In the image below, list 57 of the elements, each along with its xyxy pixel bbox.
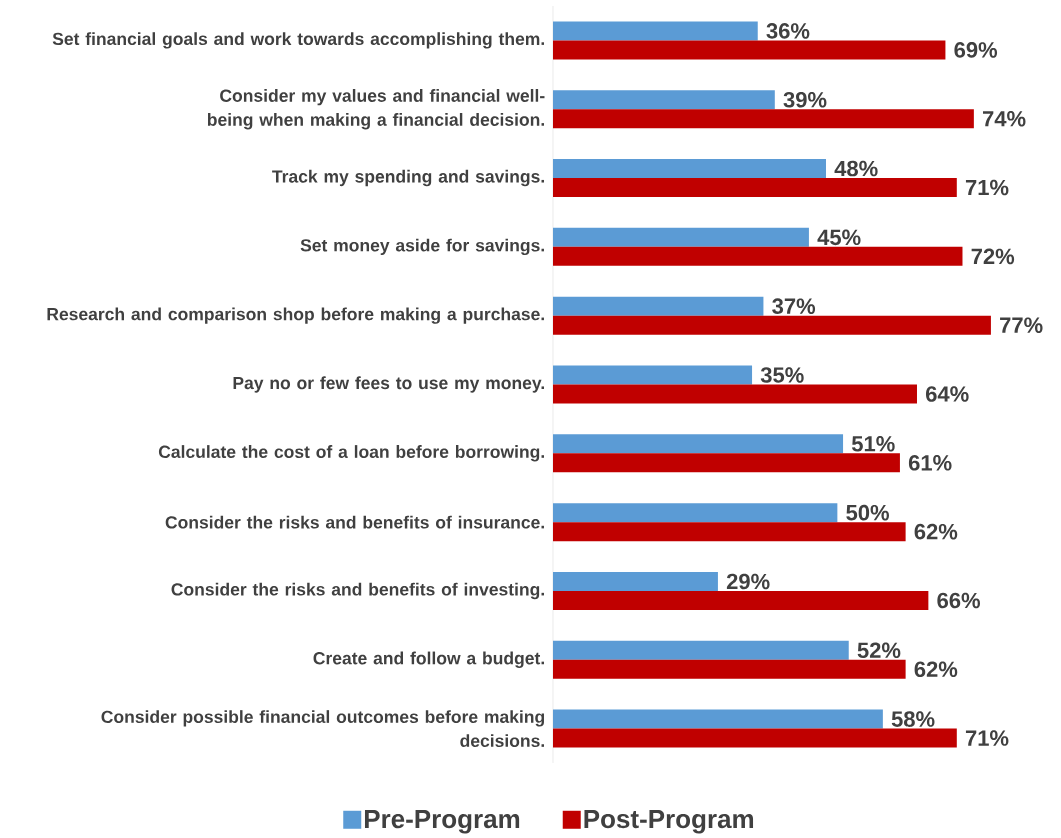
bar xyxy=(553,709,883,729)
bar xyxy=(553,503,838,523)
bar xyxy=(553,246,963,266)
bar xyxy=(553,522,906,542)
data-label: 39% xyxy=(783,91,827,108)
bar xyxy=(553,227,809,247)
y-tick-label: Create and follow a budget. xyxy=(313,651,544,668)
data-label: 72% xyxy=(971,248,1015,265)
data-label: 37% xyxy=(772,298,816,314)
bar xyxy=(553,296,764,316)
data-label: 48% xyxy=(834,160,878,177)
data-label: 45% xyxy=(817,229,861,246)
data-label: 51% xyxy=(851,436,895,452)
data-label: 69% xyxy=(954,42,998,58)
y-tick-label: Calculate the cost of a loan before borrowing. xyxy=(158,445,544,462)
data-label: 71% xyxy=(965,730,1009,746)
bar xyxy=(553,640,849,660)
data-label: 58% xyxy=(891,711,935,727)
bar xyxy=(553,178,957,198)
bar xyxy=(553,365,753,385)
data-label: 62% xyxy=(914,523,958,540)
data-label: 64% xyxy=(925,386,969,402)
legend-label: Post-Program xyxy=(584,810,754,834)
data-label: 71% xyxy=(965,179,1009,196)
data-label: 77% xyxy=(1000,317,1043,333)
bar xyxy=(553,109,974,129)
bar xyxy=(553,40,946,60)
bar xyxy=(553,659,906,679)
bar xyxy=(553,571,718,591)
data-label: 61% xyxy=(908,455,952,471)
bar xyxy=(553,90,775,110)
y-tick-label: Set money aside for savings. xyxy=(300,238,544,256)
y-tick-label: Set financial goals and work towards accomplishing them. xyxy=(52,32,544,49)
bar xyxy=(553,728,957,748)
data-label: 66% xyxy=(937,592,980,609)
y-tick-label: Consider the risks and benefits of investing. xyxy=(171,582,544,600)
bar xyxy=(553,315,991,335)
bar xyxy=(553,21,758,41)
legend-label: Pre-Program xyxy=(364,810,520,834)
data-label: 52% xyxy=(857,642,901,659)
data-label: 29% xyxy=(726,573,770,590)
bar xyxy=(553,384,917,404)
bar xyxy=(553,590,929,610)
bar xyxy=(553,453,900,473)
y-tick-label: Consider possible financial outcomes before making decisions. xyxy=(101,710,545,748)
y-tick-label: Track my spending and savings. xyxy=(272,169,544,187)
y-tick-label: Consider my values and financial well-being when making a financial decision. xyxy=(207,89,545,130)
data-label: 36% xyxy=(766,23,810,39)
data-label: 62% xyxy=(914,661,958,678)
data-label: 50% xyxy=(846,504,890,521)
data-label: 74% xyxy=(983,110,1026,127)
y-tick-label: Research and comparison shop before making a purchase. xyxy=(47,307,544,324)
y-tick-label: Consider the risks and benefits of insurance. xyxy=(165,515,544,529)
bar xyxy=(553,159,826,179)
bar xyxy=(553,434,844,454)
y-tick-label: Pay no or few fees to use my money. xyxy=(233,376,544,393)
data-label: 35% xyxy=(760,367,804,383)
